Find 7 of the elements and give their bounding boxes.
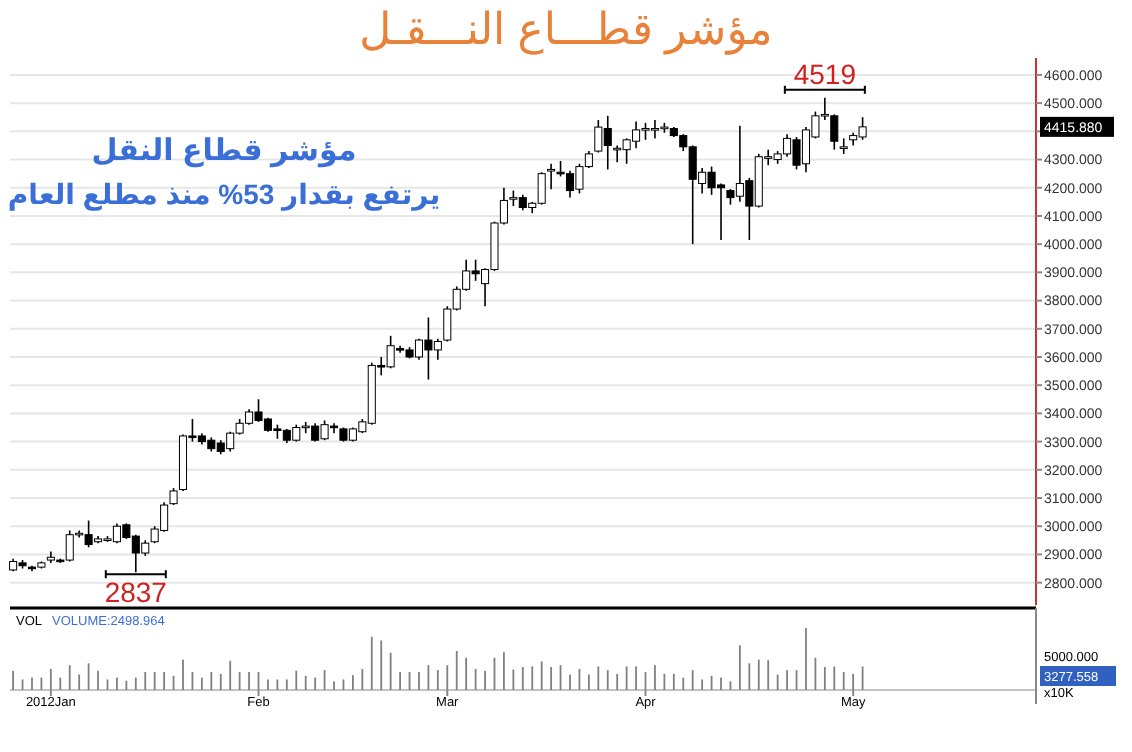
annotation: يرتفع بقدار 53% منذ مطلع العام xyxy=(7,178,441,212)
annotation: 2837 xyxy=(104,576,168,609)
annotation: 4519 xyxy=(793,57,857,90)
chart-title: مؤشر قطـــاع النـــقـل xyxy=(359,4,773,56)
annotation: مؤشر قطاع النقل xyxy=(91,134,357,168)
candlestick xyxy=(547,162,556,190)
candlestick xyxy=(839,137,848,155)
